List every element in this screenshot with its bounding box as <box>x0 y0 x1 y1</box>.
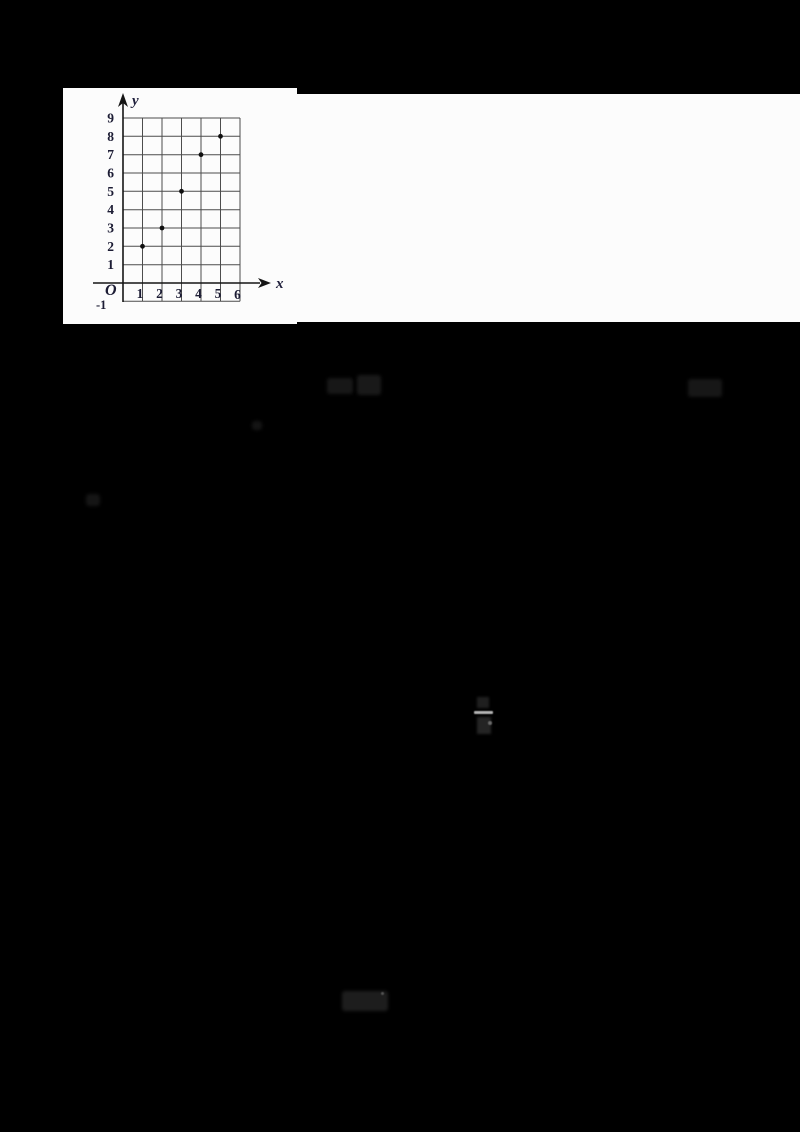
scatter-points <box>140 133 223 249</box>
y-tick: 1 <box>107 257 114 272</box>
y-tick: 6 <box>107 166 114 181</box>
x-tick-labels: 1 2 3 4 5 6 <box>137 286 242 302</box>
origin-label: O <box>105 282 117 299</box>
x-tick: 2 <box>156 286 163 301</box>
y-tick: 4 <box>107 202 114 217</box>
x-tick: 5 <box>215 286 222 301</box>
x-tick: 1 <box>137 286 144 301</box>
data-point <box>179 188 184 194</box>
y-tick-labels: 9 8 7 6 5 4 3 2 1 <box>107 111 114 273</box>
white-band <box>297 94 800 322</box>
scan-artifact-dot <box>488 721 492 725</box>
scan-artifact <box>252 421 262 430</box>
y-tick: 8 <box>107 129 114 144</box>
axes <box>93 102 260 302</box>
x-tick: 3 <box>176 286 183 301</box>
y-axis-arrow-icon <box>118 93 128 107</box>
scan-artifact-fraction-bar <box>474 711 493 714</box>
y-axis-label: y <box>130 93 139 109</box>
y-tick: 2 <box>107 239 114 254</box>
scan-artifact <box>381 992 384 995</box>
scatter-chart: 9 8 7 6 5 4 3 2 1 1 2 3 4 5 6 O -1 y x <box>93 93 284 312</box>
x-axis-arrow-icon <box>258 278 271 288</box>
x-tick: 4 <box>195 286 202 301</box>
scan-artifact-fraction-numerator <box>477 697 489 708</box>
scan-artifact <box>688 379 722 397</box>
y-tick: 3 <box>107 221 114 236</box>
neg-one-label: -1 <box>96 298 106 312</box>
scan-artifact <box>86 494 100 506</box>
x-axis-label: x <box>275 276 284 292</box>
y-tick: 9 <box>107 111 114 126</box>
chart-panel <box>63 88 297 324</box>
scan-artifact <box>357 375 381 395</box>
data-point <box>198 152 204 158</box>
scan-artifact <box>327 378 353 394</box>
grid-lines <box>122 117 241 302</box>
scan-artifact-fraction-denominator <box>477 717 491 734</box>
y-tick: 7 <box>107 147 114 162</box>
x-tick: 6 <box>234 287 241 302</box>
y-tick: 5 <box>107 184 114 199</box>
data-point <box>218 133 223 139</box>
data-point <box>159 225 165 231</box>
data-point <box>140 243 145 249</box>
scan-artifact <box>342 991 388 1011</box>
